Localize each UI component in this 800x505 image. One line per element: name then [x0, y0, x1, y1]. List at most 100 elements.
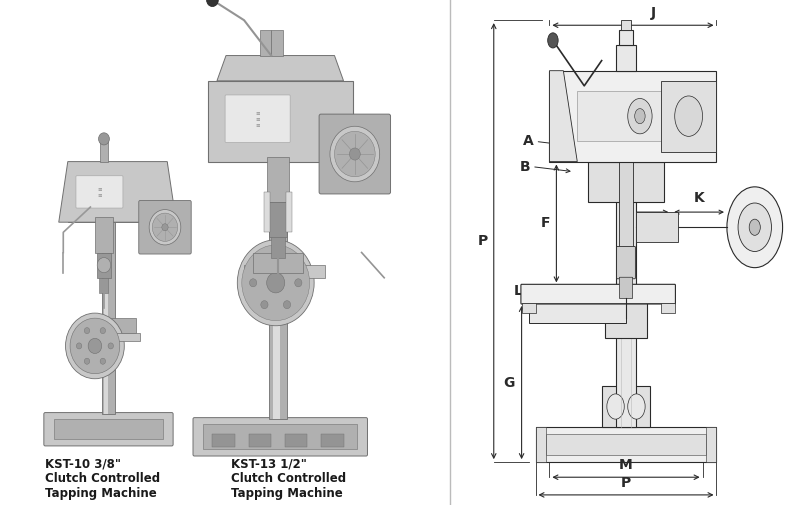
Circle shape: [162, 224, 168, 231]
Bar: [605, 298, 647, 338]
Text: KST-13 1/2": KST-13 1/2": [230, 457, 306, 470]
Bar: [253, 252, 303, 273]
Text: O: O: [749, 220, 761, 234]
Circle shape: [674, 96, 702, 136]
Circle shape: [76, 343, 82, 349]
Bar: [274, 157, 280, 419]
Circle shape: [607, 394, 624, 419]
Bar: [213, 434, 235, 447]
Text: M: M: [619, 458, 633, 472]
Bar: [535, 427, 717, 462]
Bar: [285, 434, 307, 447]
FancyBboxPatch shape: [44, 413, 173, 446]
Bar: [529, 303, 626, 323]
Bar: [266, 157, 290, 202]
Circle shape: [261, 257, 268, 265]
Circle shape: [350, 148, 360, 160]
Text: E: E: [638, 190, 648, 205]
FancyBboxPatch shape: [138, 200, 191, 254]
Circle shape: [88, 338, 102, 354]
Circle shape: [250, 279, 257, 287]
Bar: [100, 141, 107, 162]
Circle shape: [242, 245, 310, 321]
FancyBboxPatch shape: [617, 246, 635, 279]
Circle shape: [294, 279, 302, 287]
Bar: [260, 30, 271, 56]
FancyBboxPatch shape: [76, 176, 123, 208]
Text: ≡
≡
≡: ≡ ≡ ≡: [255, 111, 260, 127]
Bar: [265, 192, 270, 232]
Bar: [661, 81, 717, 152]
Circle shape: [749, 219, 760, 235]
Polygon shape: [217, 56, 343, 81]
Circle shape: [84, 328, 90, 334]
Bar: [321, 434, 343, 447]
Circle shape: [628, 394, 645, 419]
Circle shape: [100, 328, 106, 334]
Bar: [99, 278, 109, 293]
Bar: [54, 419, 162, 439]
Circle shape: [548, 33, 558, 48]
Text: Clutch Controlled: Clutch Controlled: [230, 472, 346, 485]
Circle shape: [100, 358, 106, 364]
Bar: [619, 30, 633, 45]
FancyBboxPatch shape: [225, 95, 290, 142]
Text: KST-10 3/8": KST-10 3/8": [45, 457, 122, 470]
Bar: [271, 237, 285, 258]
Bar: [68, 162, 167, 222]
Bar: [271, 30, 282, 56]
FancyBboxPatch shape: [193, 418, 367, 456]
Bar: [602, 386, 650, 427]
Circle shape: [108, 343, 114, 349]
Text: Tapping Machine: Tapping Machine: [45, 487, 157, 500]
Bar: [706, 427, 717, 462]
Bar: [535, 427, 546, 462]
FancyBboxPatch shape: [619, 277, 633, 298]
Bar: [203, 424, 357, 449]
Bar: [637, 212, 678, 242]
Circle shape: [727, 187, 782, 268]
Text: P: P: [478, 234, 489, 248]
Bar: [269, 157, 287, 419]
Bar: [615, 45, 637, 71]
Bar: [244, 265, 326, 278]
Bar: [249, 434, 271, 447]
Bar: [95, 217, 113, 252]
Text: B: B: [520, 160, 530, 174]
Circle shape: [238, 240, 314, 326]
Circle shape: [84, 358, 90, 364]
Circle shape: [97, 258, 110, 273]
Bar: [619, 162, 633, 247]
Circle shape: [266, 273, 285, 293]
Text: P: P: [621, 476, 631, 490]
Circle shape: [738, 203, 771, 251]
Text: L: L: [514, 284, 522, 298]
Circle shape: [261, 300, 268, 309]
Text: J: J: [651, 6, 657, 20]
Circle shape: [70, 318, 120, 374]
Circle shape: [206, 0, 218, 7]
Circle shape: [66, 313, 124, 379]
Circle shape: [330, 126, 380, 182]
Circle shape: [634, 109, 645, 124]
Bar: [661, 303, 674, 313]
Polygon shape: [550, 71, 578, 162]
Circle shape: [98, 133, 110, 145]
Text: A: A: [523, 134, 534, 148]
Circle shape: [283, 300, 290, 309]
Bar: [588, 162, 664, 202]
Bar: [269, 202, 287, 237]
Circle shape: [334, 131, 375, 177]
Circle shape: [628, 98, 652, 134]
Circle shape: [283, 257, 290, 265]
Text: C: C: [662, 112, 674, 130]
FancyBboxPatch shape: [521, 284, 675, 304]
Bar: [82, 318, 135, 333]
Circle shape: [152, 213, 178, 241]
Bar: [208, 81, 353, 162]
Text: G: G: [504, 376, 515, 389]
Bar: [615, 91, 637, 427]
Bar: [550, 71, 717, 162]
FancyBboxPatch shape: [319, 114, 390, 194]
Bar: [97, 252, 110, 278]
